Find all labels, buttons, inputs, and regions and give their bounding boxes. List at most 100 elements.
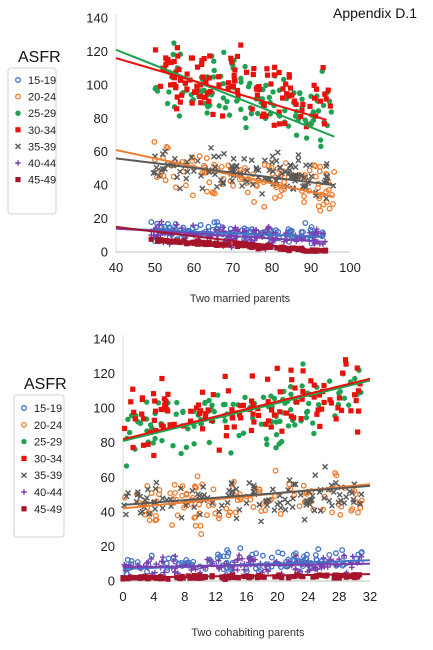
x-tick-label: 60 <box>187 260 201 275</box>
data-point <box>297 568 303 575</box>
data-point <box>288 367 294 373</box>
data-point <box>273 444 279 451</box>
data-point <box>221 242 227 248</box>
data-point <box>303 499 310 506</box>
data-point <box>174 106 180 112</box>
data-point <box>301 199 308 206</box>
data-point <box>298 114 304 120</box>
data-point <box>271 507 278 514</box>
data-point <box>315 546 322 553</box>
data-point <box>171 239 177 245</box>
y-tick-label: 100 <box>86 77 108 92</box>
data-point <box>326 378 333 384</box>
data-point <box>215 558 222 564</box>
data-point <box>351 488 358 494</box>
x-tick-label: 40 <box>109 260 123 275</box>
data-point <box>200 74 206 80</box>
data-point <box>355 429 361 435</box>
data-point <box>210 392 216 398</box>
data-point <box>272 574 278 580</box>
data-point <box>329 201 336 207</box>
data-point <box>272 195 278 201</box>
data-point <box>251 66 257 72</box>
data-point <box>231 478 237 485</box>
data-point <box>287 383 294 390</box>
data-point <box>232 224 239 231</box>
data-point <box>317 137 324 143</box>
data-point <box>178 450 184 457</box>
y-tick-label: 80 <box>94 111 108 126</box>
x-tick-label: 70 <box>226 260 240 275</box>
data-point <box>208 144 215 151</box>
data-point <box>226 487 233 494</box>
data-point <box>242 63 248 70</box>
data-point <box>246 479 253 486</box>
data-point <box>183 502 190 509</box>
data-point <box>248 398 255 404</box>
data-point <box>285 575 292 581</box>
data-point <box>292 566 299 573</box>
series-30-34 <box>121 357 363 459</box>
data-point <box>152 512 159 519</box>
data-point <box>277 389 283 395</box>
data-point <box>143 494 150 501</box>
data-point <box>298 172 305 179</box>
data-point <box>292 481 299 488</box>
y-tick-label: 100 <box>93 401 115 416</box>
data-point <box>293 552 299 559</box>
trend-line-35-39 <box>122 484 371 506</box>
data-point <box>197 93 203 100</box>
data-point <box>190 222 196 229</box>
data-point <box>170 443 176 449</box>
trend-line-30-34 <box>115 57 327 121</box>
data-point <box>162 177 169 184</box>
data-point <box>163 238 169 244</box>
data-point <box>341 499 348 506</box>
data-point <box>254 86 260 92</box>
data-point <box>184 241 190 247</box>
data-point <box>288 406 294 413</box>
data-point <box>263 82 269 89</box>
data-point <box>173 411 179 417</box>
data-point <box>311 507 318 514</box>
data-point <box>300 573 306 580</box>
data-point <box>282 506 289 513</box>
data-point <box>329 509 336 516</box>
data-point <box>314 86 320 92</box>
data-point <box>227 509 233 516</box>
data-point <box>197 82 204 88</box>
data-point <box>153 575 160 581</box>
trend-line-35-39 <box>115 157 335 187</box>
data-point <box>326 497 333 504</box>
data-point <box>191 89 198 95</box>
data-point <box>323 96 329 102</box>
data-point <box>300 482 307 489</box>
data-point <box>348 408 354 414</box>
data-point <box>274 149 281 156</box>
data-point <box>300 368 306 374</box>
data-point <box>280 86 286 92</box>
data-point <box>284 91 290 97</box>
data-point <box>190 558 197 565</box>
data-point <box>174 45 180 51</box>
data-point <box>164 406 170 412</box>
y-tick-label: 20 <box>94 211 108 226</box>
data-point <box>220 80 227 87</box>
data-point <box>171 155 178 162</box>
legend-label: 15-19 <box>28 75 56 87</box>
legend-item: 15-19 <box>15 75 56 87</box>
legend-marker <box>15 143 21 150</box>
data-point <box>315 402 322 408</box>
data-point <box>293 132 300 138</box>
data-point <box>233 162 240 169</box>
data-point <box>317 507 324 514</box>
data-point <box>282 120 288 127</box>
data-point <box>170 558 177 564</box>
data-point <box>282 107 288 114</box>
data-point <box>236 432 242 439</box>
data-point <box>245 84 252 90</box>
data-point <box>172 489 179 496</box>
data-point <box>124 556 131 563</box>
data-point <box>152 408 159 414</box>
data-point <box>315 230 322 236</box>
